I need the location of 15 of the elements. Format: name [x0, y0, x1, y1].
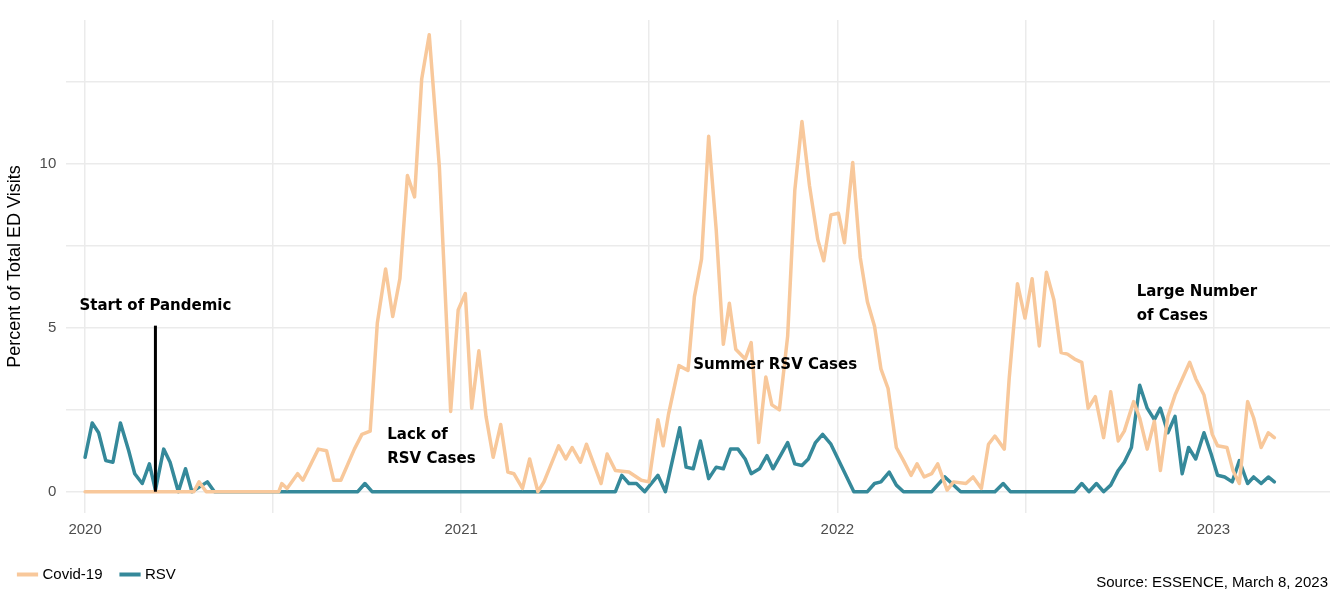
y-tick-label: 0	[47, 481, 57, 499]
y-tick-label: 10	[39, 154, 57, 172]
annotation: Lack of RSV Cases	[387, 424, 476, 467]
ref-line-label: Start of Pandemic	[79, 296, 232, 315]
x-tick-label: 2020	[68, 520, 102, 538]
source-note: Source: ESSENCE, March 8, 2023	[1096, 573, 1328, 590]
x-tick-label: 2023	[1196, 520, 1231, 538]
annotation: Summer RSV Cases	[693, 355, 858, 374]
annotation: Large Number of Cases	[1136, 281, 1258, 324]
legend-label: Covid-19	[42, 564, 103, 582]
y-axis-title: Percent of Total ED Visits	[3, 165, 24, 368]
x-tick-label: 2022	[820, 520, 854, 538]
y-tick-label: 5	[47, 318, 57, 336]
x-tick-label: 2021	[444, 520, 478, 538]
legend-label: RSV	[145, 564, 176, 582]
